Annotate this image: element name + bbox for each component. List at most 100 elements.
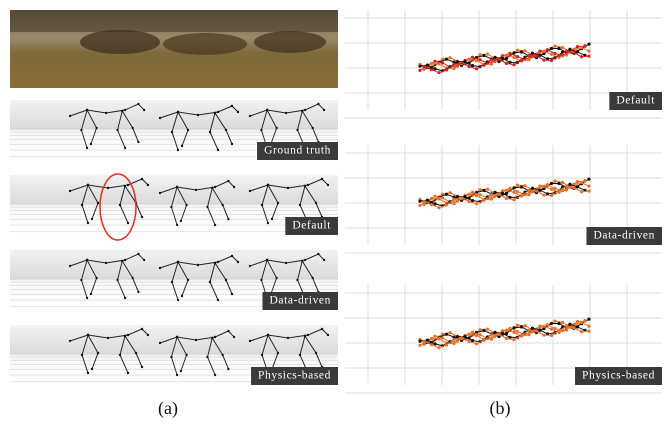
trajectory-point [516,55,519,58]
panel-label: Default [616,95,655,107]
trajectory-point [572,51,575,54]
trajectory-point [576,50,579,53]
trajectory-point [486,188,489,191]
trajectory-point [463,60,466,63]
trajectory-point [430,343,433,346]
trajectory-point [460,196,463,199]
trajectory-point [467,58,470,61]
trajectory-point [437,62,440,65]
trajectory-point [587,50,590,53]
trajectory-point [426,63,429,66]
trajectory-point [418,69,421,72]
trajectory-point [445,68,448,71]
trajectory-point [542,193,545,196]
trajectory-point [531,327,534,330]
trajectory-point [516,330,519,333]
trajectory-point [482,64,485,67]
trajectory-point [538,328,541,331]
trajectory-point [486,53,489,56]
trajectory-point [576,185,579,188]
trajectory-point [550,322,553,325]
trajectory-point [550,328,553,331]
trajectory-point [445,343,448,346]
trajectory-point [576,320,579,323]
trajectory-point [460,336,463,339]
trajectory-point [445,58,448,61]
trajectory-point [587,43,590,46]
cheetah-photo [10,10,338,88]
trajectory-point [508,52,511,55]
trajectory-point [550,194,553,197]
trajectory-point [531,52,534,55]
trajectory-point [467,340,470,343]
trajectory-point [482,329,485,332]
trajectory-point [467,65,470,68]
trajectory-point [565,325,568,328]
trajectory-point [583,45,586,48]
trajectory-point [505,189,508,192]
trajectory-point [430,62,433,65]
trajectory-point [561,181,564,184]
trajectory-point [430,337,433,340]
trajectory-point [523,49,526,52]
trajectory-point [572,326,575,329]
trajectory-point [580,46,583,49]
trajectory-point [568,183,571,186]
trajectory-point [557,329,560,332]
trajectory-point [422,65,425,68]
trajectory-point [430,203,433,206]
trajectory-point [512,326,515,329]
trajectory-point [467,200,470,203]
trajectory-point [550,53,553,56]
caption: (b) [490,398,511,419]
trajectory-point [433,335,436,338]
trajectory-point [576,325,579,328]
trajectory-point [512,331,515,334]
trajectory-point [452,342,455,345]
trajectory-point [550,59,553,62]
trajectory-point [475,202,478,205]
trajectory-point [587,54,590,57]
trajectory-point [475,194,478,197]
trajectory-point [550,188,553,191]
trajectory-point [463,195,466,198]
trajectory-point [437,346,440,349]
trajectory-point [490,193,493,196]
trajectory-point [501,192,504,195]
trajectory-point [505,337,508,340]
trajectory-point [437,71,440,74]
trajectory-point [452,67,455,70]
trajectory-point [475,67,478,70]
trajectory-point [557,182,560,185]
trajectory-point [527,58,530,61]
caption: (a) [158,398,178,419]
trajectory-point [471,56,474,59]
trajectory-point [463,335,466,338]
trajectory-point [478,333,481,336]
trajectory-point [542,50,545,53]
trajectory-point [460,61,463,64]
trajectory-point [482,199,485,202]
trajectory-point [452,63,455,66]
trajectory-point [426,338,429,341]
trajectory-point [497,333,500,336]
trajectory-point [520,59,523,62]
trajectory-point [553,52,556,55]
trajectory-point [587,325,590,328]
trajectory-point [490,58,493,61]
trajectory-point [501,57,504,60]
trajectory-point [512,191,515,194]
trajectory-point [546,48,549,51]
trajectory-point [527,193,530,196]
trajectory-point [497,58,500,61]
trajectory-point [565,50,568,53]
trajectory-point [490,63,493,66]
trajectory-point [422,340,425,343]
trajectory-point [587,189,590,192]
trajectory-point [471,191,474,194]
trajectory-point [512,338,515,341]
trajectory-point [561,321,564,324]
trajectory-point [448,191,451,194]
figure: Ground truthDefaultData-drivenPhysics-ba… [0,0,668,424]
trajectory-point [553,44,556,47]
